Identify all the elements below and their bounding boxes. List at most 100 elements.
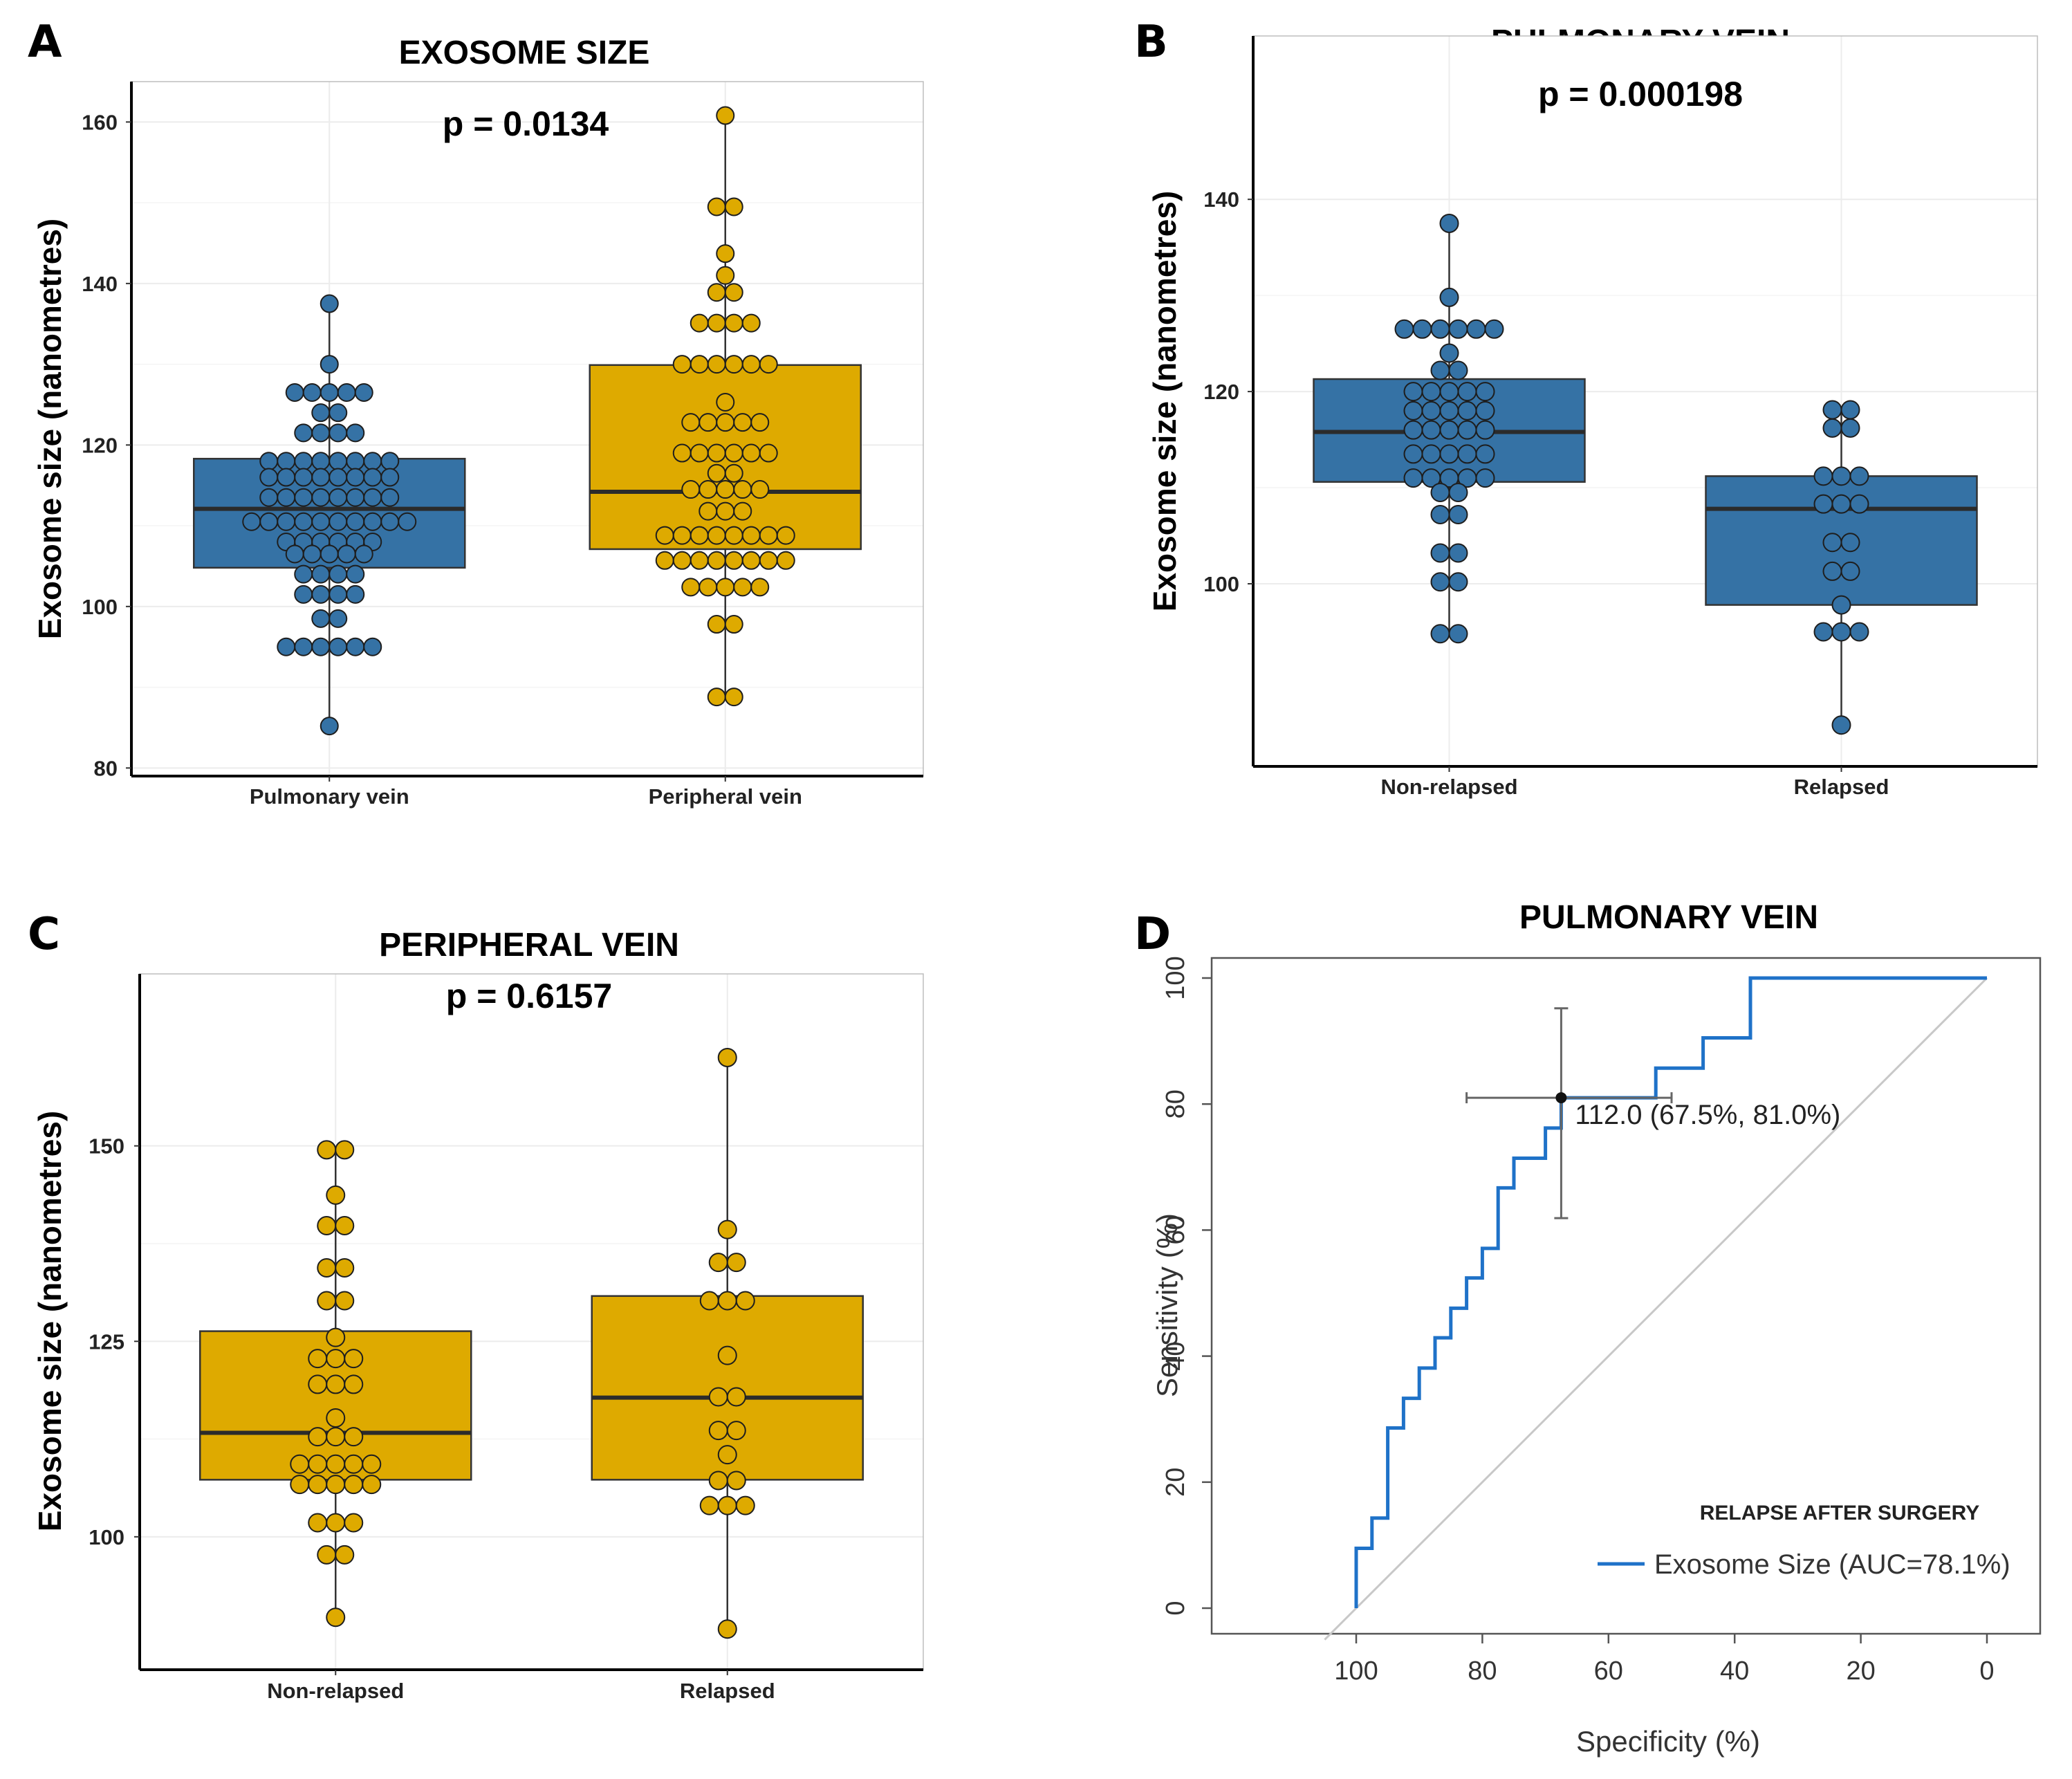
data-point <box>672 355 692 374</box>
data-point <box>1475 420 1495 440</box>
data-point <box>259 512 279 531</box>
data-point <box>326 1475 346 1495</box>
data-point <box>337 544 356 564</box>
data-point <box>1475 468 1495 488</box>
y-tick-label: 20 <box>1161 1468 1190 1497</box>
data-point <box>1439 213 1459 233</box>
data-point <box>1457 400 1477 421</box>
x-category-label: Relapsed <box>680 1679 775 1703</box>
data-point <box>326 1454 346 1474</box>
data-point <box>311 468 331 487</box>
data-point <box>326 1349 346 1369</box>
y-tick-label: 140 <box>82 272 118 296</box>
x-axis-label: Specificity (%) <box>1576 1725 1760 1758</box>
data-point <box>1448 624 1468 644</box>
data-point <box>363 512 382 531</box>
data-point <box>311 609 331 628</box>
y-tick-label: 0 <box>1161 1601 1190 1615</box>
data-point <box>681 480 701 499</box>
data-point <box>259 488 279 507</box>
data-point <box>724 355 743 374</box>
data-point <box>1831 466 1851 486</box>
data-point <box>337 382 356 402</box>
data-point <box>294 452 313 471</box>
x-category-label: Peripheral vein <box>649 784 802 809</box>
data-point <box>311 423 331 443</box>
data-point <box>1421 382 1441 402</box>
data-point <box>308 1513 328 1533</box>
data-point <box>750 480 770 499</box>
data-point <box>707 313 726 333</box>
data-point <box>302 382 322 402</box>
data-point <box>335 1140 355 1160</box>
data-point <box>717 1495 737 1515</box>
data-point <box>1813 622 1833 642</box>
data-point <box>326 1185 346 1205</box>
data-point <box>1831 715 1851 735</box>
data-point <box>1421 400 1441 421</box>
data-point <box>329 468 348 487</box>
data-point <box>308 1374 328 1394</box>
data-point <box>311 452 331 471</box>
data-point <box>672 526 692 545</box>
panel-d-title: PULMONARY VEIN <box>1519 899 1818 936</box>
data-point <box>741 526 761 545</box>
panel-letter-d: D <box>1134 909 1171 960</box>
data-point <box>1439 400 1459 421</box>
panel-c-title: PERIPHERAL VEIN <box>379 927 679 964</box>
data-point <box>681 578 701 597</box>
group-peripheral-vein <box>589 106 862 707</box>
data-point <box>724 615 743 634</box>
data-point <box>707 615 726 634</box>
y-tick-label: 100 <box>1203 572 1239 596</box>
data-point <box>335 1258 355 1278</box>
data-point <box>724 313 743 333</box>
data-point <box>346 512 365 531</box>
data-point <box>1403 444 1423 464</box>
data-point <box>380 512 400 531</box>
data-point <box>302 544 322 564</box>
data-point <box>363 452 382 471</box>
data-point <box>724 463 743 483</box>
data-point <box>717 1619 737 1639</box>
y-tick-label: 120 <box>1203 380 1239 404</box>
x-tick-label: 60 <box>1594 1657 1623 1686</box>
panel-letter-a: A <box>28 17 62 68</box>
y-tick-label: 125 <box>89 1329 124 1354</box>
data-point <box>346 637 365 656</box>
data-point <box>1840 533 1860 553</box>
data-point <box>1849 466 1869 486</box>
data-point <box>699 578 718 597</box>
data-point <box>708 1421 728 1441</box>
data-point <box>726 1253 746 1273</box>
data-point <box>294 468 313 487</box>
data-point <box>690 526 709 545</box>
data-point <box>294 564 313 584</box>
y-tick-label: 100 <box>1161 956 1190 999</box>
x-category-label: Pulmonary vein <box>250 784 409 809</box>
data-point <box>699 1291 719 1311</box>
data-point <box>707 551 726 570</box>
data-point <box>1403 420 1423 440</box>
data-point <box>750 578 770 597</box>
y-tick-label: 160 <box>82 110 118 134</box>
y-tick-label: 100 <box>82 595 118 619</box>
data-point <box>1831 622 1851 642</box>
data-point <box>326 1427 346 1447</box>
data-point <box>380 488 400 507</box>
data-point <box>294 584 313 604</box>
data-point <box>699 501 718 521</box>
data-point <box>320 355 339 374</box>
data-point <box>311 512 331 531</box>
data-point <box>741 313 761 333</box>
data-point <box>259 468 279 487</box>
data-point <box>1430 504 1450 524</box>
data-point <box>308 1427 328 1447</box>
data-point <box>346 564 365 584</box>
x-category-label: Non-relapsed <box>267 1679 404 1703</box>
y-axis-label: Exosome size (nanometres) <box>32 1111 68 1531</box>
p-value-label: p = 0.000198 <box>1538 75 1743 113</box>
data-point <box>285 382 304 402</box>
y-tick-label: 100 <box>89 1525 124 1549</box>
data-point <box>294 488 313 507</box>
